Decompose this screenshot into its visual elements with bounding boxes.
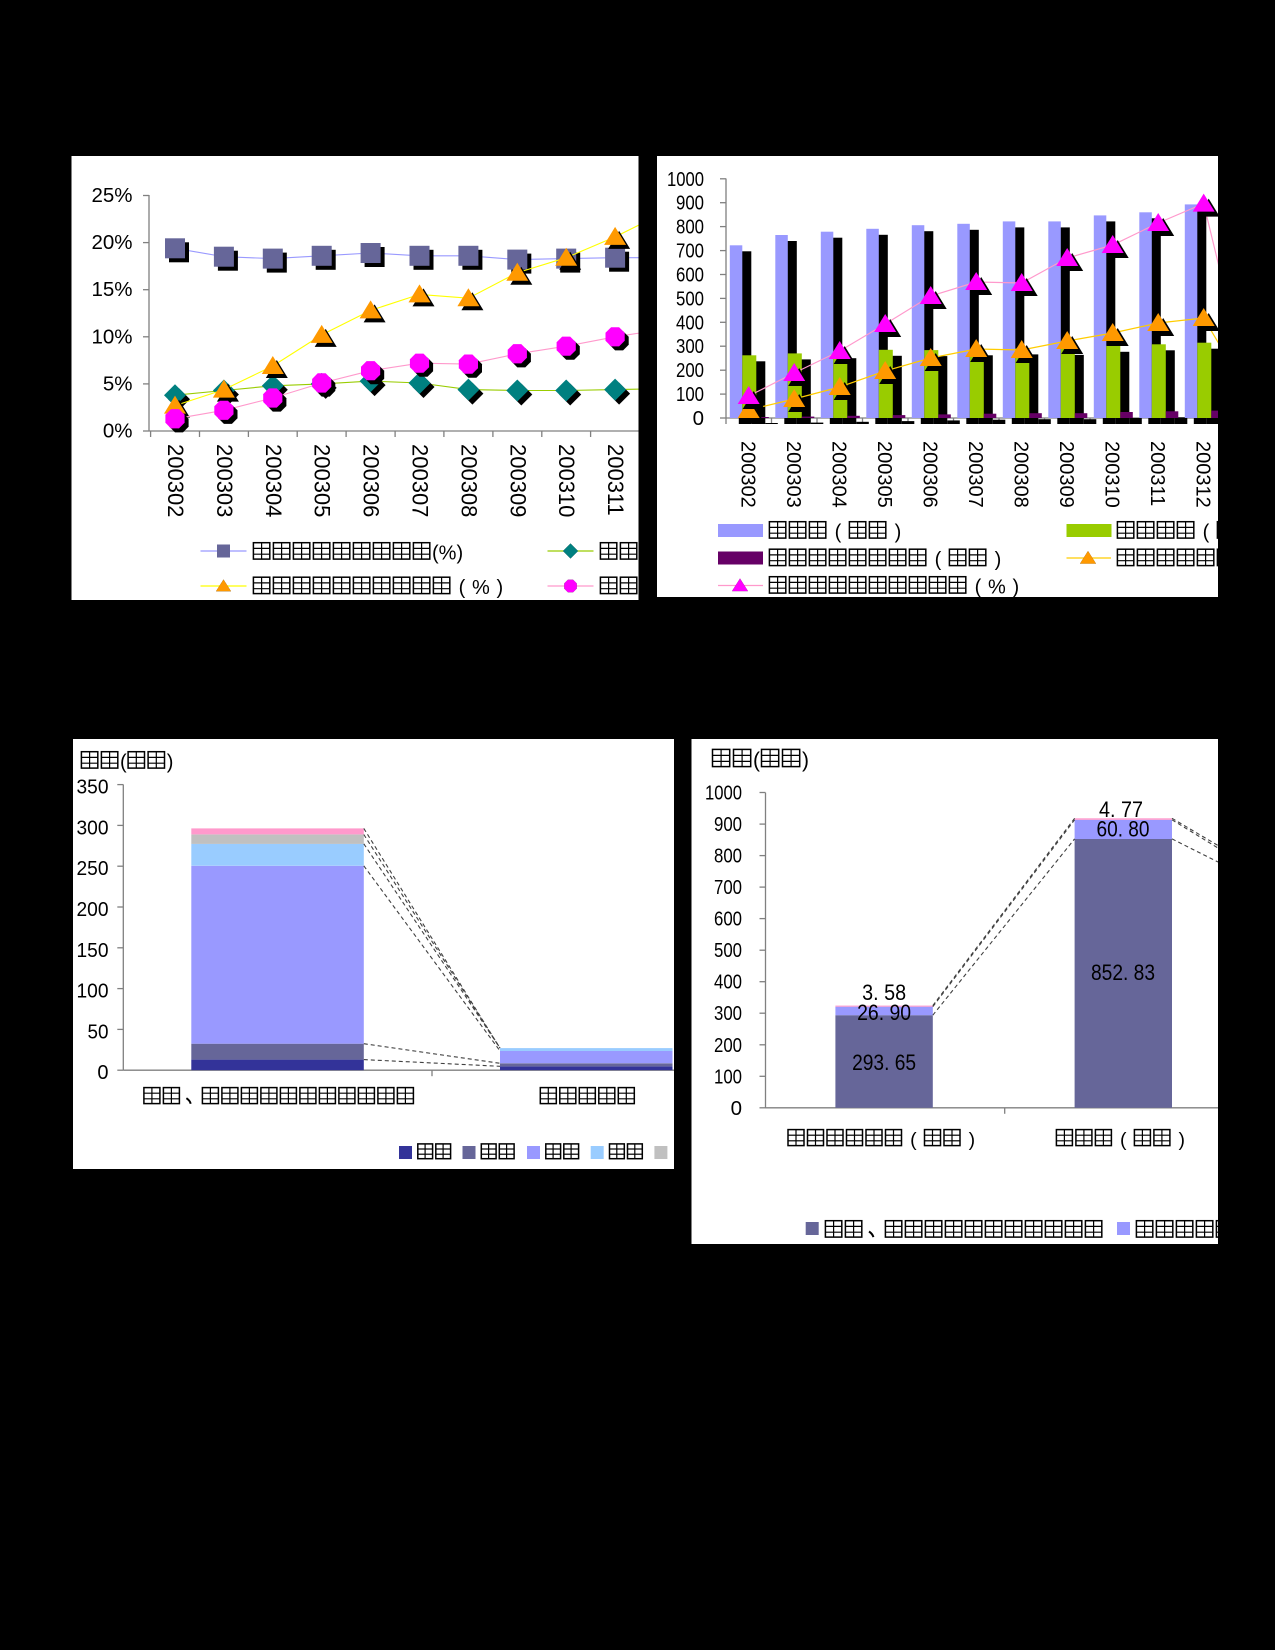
svg-text:0: 0	[97, 1062, 108, 1084]
svg-text:50: 50	[88, 1021, 109, 1043]
svg-text:200306: 200306	[359, 444, 384, 517]
svg-text:600: 600	[676, 264, 704, 287]
svg-text:200304: 200304	[828, 441, 850, 508]
svg-text:): )	[496, 577, 503, 599]
svg-text:): )	[895, 522, 902, 544]
svg-text:3. 58: 3. 58	[862, 980, 906, 1005]
svg-text:300: 300	[77, 817, 109, 839]
svg-text:300: 300	[676, 335, 704, 358]
svg-text:200309: 200309	[505, 444, 530, 517]
svg-text:200: 200	[77, 899, 109, 921]
svg-text:200306: 200306	[919, 441, 941, 508]
svg-text:200304: 200304	[261, 444, 286, 517]
svg-text:4. 77: 4. 77	[1099, 797, 1143, 822]
svg-text:(: (	[910, 1129, 917, 1151]
svg-text:350: 350	[77, 777, 109, 799]
svg-text:200303: 200303	[212, 444, 237, 517]
svg-text:150: 150	[77, 940, 109, 962]
svg-text:852. 83: 852. 83	[1091, 960, 1155, 985]
svg-text:15%: 15%	[91, 278, 132, 301]
svg-text:10%: 10%	[91, 325, 132, 348]
svg-text:600: 600	[714, 908, 742, 931]
svg-text:900: 900	[676, 192, 704, 215]
svg-text:): )	[969, 1129, 976, 1151]
svg-text:): )	[1012, 577, 1019, 599]
svg-text:200302: 200302	[163, 444, 188, 517]
svg-text:200310: 200310	[1101, 441, 1123, 508]
svg-text:250: 250	[77, 858, 109, 880]
svg-text:(: (	[459, 577, 466, 599]
svg-text:(: (	[975, 577, 982, 599]
svg-text:300: 300	[714, 1002, 742, 1025]
svg-text:(: (	[753, 749, 760, 772]
svg-text:800: 800	[676, 216, 704, 239]
svg-text:%: %	[988, 577, 1006, 599]
svg-text:(: (	[835, 522, 842, 544]
svg-text:60. 80: 60. 80	[1097, 817, 1150, 842]
svg-text:1000: 1000	[705, 782, 742, 805]
svg-text:5%: 5%	[103, 372, 133, 395]
svg-text:0: 0	[731, 1097, 742, 1120]
svg-text:200311: 200311	[1146, 441, 1168, 506]
svg-text:200302: 200302	[737, 441, 759, 508]
svg-text:(: (	[1120, 1129, 1127, 1151]
svg-text:200307: 200307	[408, 444, 433, 517]
svg-text:0: 0	[693, 407, 704, 430]
svg-text:%: %	[472, 577, 490, 599]
svg-text:200310: 200310	[554, 444, 579, 517]
svg-text:): )	[167, 752, 174, 774]
svg-text:20%: 20%	[91, 231, 132, 254]
svg-text:500: 500	[676, 287, 704, 310]
svg-text:(%): (%)	[432, 543, 463, 565]
svg-text:): )	[802, 749, 809, 772]
svg-text:25%: 25%	[91, 184, 132, 207]
svg-text:100: 100	[77, 981, 109, 1003]
svg-text:200312: 200312	[1192, 441, 1214, 508]
svg-text:200305: 200305	[873, 441, 895, 508]
svg-text:1000: 1000	[667, 168, 704, 191]
svg-text:900: 900	[714, 813, 742, 836]
svg-text:200: 200	[676, 359, 704, 382]
svg-text:0%: 0%	[103, 420, 133, 443]
svg-text:400: 400	[676, 311, 704, 334]
svg-text:400: 400	[714, 971, 742, 994]
svg-text:(: (	[1203, 522, 1210, 544]
svg-text:(: (	[935, 549, 942, 571]
svg-text:100: 100	[676, 383, 704, 406]
svg-text:100: 100	[714, 1065, 742, 1088]
svg-text:): )	[995, 549, 1002, 571]
svg-text:200307: 200307	[964, 441, 986, 508]
svg-text:700: 700	[714, 876, 742, 899]
svg-text:(: (	[120, 752, 127, 774]
svg-text:): )	[1179, 1129, 1186, 1151]
svg-text:200309: 200309	[1055, 441, 1077, 508]
svg-text:200305: 200305	[310, 444, 335, 517]
svg-text:200: 200	[714, 1034, 742, 1057]
svg-text:500: 500	[714, 939, 742, 962]
svg-text:200311: 200311	[603, 444, 628, 516]
svg-text:200308: 200308	[456, 444, 481, 517]
svg-text:293. 65: 293. 65	[852, 1050, 916, 1075]
svg-text:800: 800	[714, 845, 742, 868]
svg-text:200308: 200308	[1010, 441, 1032, 508]
svg-text:200303: 200303	[782, 441, 804, 508]
svg-text:700: 700	[676, 240, 704, 263]
svg-text:26. 90: 26. 90	[857, 1000, 911, 1025]
